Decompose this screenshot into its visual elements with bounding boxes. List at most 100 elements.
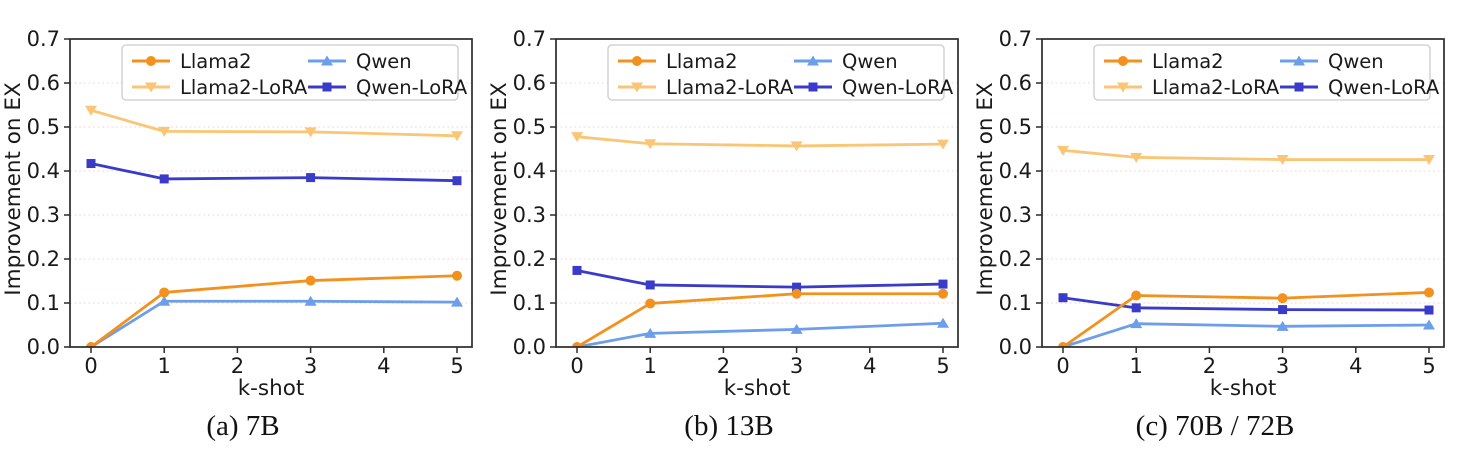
legend-label: Qwen-LoRA: [842, 76, 954, 99]
y-tick-label: 0.0: [513, 335, 546, 359]
y-axis-label: Improvement on EX: [487, 82, 512, 296]
legend-item-Llama2: Llama2: [618, 50, 738, 73]
x-axis-label: k-shot: [1210, 376, 1277, 400]
series-marker-Qwen-LoRA: [645, 280, 655, 290]
y-tick-label: 0.2: [999, 247, 1032, 271]
series-marker-Qwen: [937, 317, 949, 328]
series-marker-Qwen-LoRA: [1278, 305, 1288, 315]
series-marker-Qwen-LoRA: [306, 173, 316, 183]
y-tick-label: 0.4: [27, 159, 60, 183]
legend-marker-circle-icon: [146, 56, 156, 66]
y-tick-label: 0.4: [513, 159, 546, 183]
y-tick-label: 0.2: [27, 247, 60, 271]
y-tick-label: 0.7: [27, 27, 60, 51]
series-marker-Llama2: [645, 298, 656, 309]
series-line-Qwen-LoRA: [1061, 296, 1431, 312]
legend-box: [121, 44, 459, 101]
series-marker-Qwen-LoRA: [1424, 305, 1434, 315]
chart-70b-72b: 0 1 2 3 4 5 0.0 0.1 0.2 0.3 0.4 0.5 0.6 0.7 k-shot Impr…: [973, 27, 1445, 400]
legend-label: Qwen: [356, 50, 412, 73]
series-marker-Llama2: [1424, 287, 1434, 298]
x-tick-label: 5: [450, 354, 463, 378]
series-marker-Llama2-LoRA: [304, 127, 317, 138]
legend-item-Qwen-LoRA: Qwen-LoRA: [308, 76, 468, 99]
legend-label: Llama2-LoRA: [666, 76, 794, 99]
series-line-Llama2: [1061, 291, 1431, 347]
series-marker-Qwen: [451, 296, 463, 307]
y-axis-label: Improvement on EX: [973, 82, 998, 296]
x-tick-label: 0: [84, 354, 97, 378]
series-line-Qwen-LoRA: [89, 162, 459, 183]
series-marker-Llama2: [86, 342, 96, 347]
x-tick-label: 1: [1130, 354, 1143, 378]
x-tick-label: 3: [790, 354, 803, 378]
chart-panel-70b-72b: 0 1 2 3 4 5 0.0 0.1 0.2 0.3 0.4 0.5 0.6 0.7 k-shot Impr…: [972, 0, 1458, 467]
series-marker-Llama2: [938, 288, 948, 299]
y-tick-label: 0.6: [513, 71, 546, 95]
series-marker-Llama2-LoRA: [158, 126, 171, 137]
series-marker-Qwen: [1276, 320, 1289, 331]
series-marker-Llama2: [159, 287, 170, 298]
series-marker-Qwen: [1130, 318, 1143, 329]
legend-item-Qwen-LoRA: Qwen-LoRA: [794, 76, 954, 99]
series-marker-Llama2: [1131, 290, 1142, 301]
legend-label: Qwen: [1328, 50, 1384, 73]
legend-item-Qwen: Qwen: [1280, 50, 1384, 73]
x-tick-label: 4: [863, 354, 876, 378]
series-marker-Llama2-LoRA: [1130, 152, 1143, 163]
legend-item-Llama2: Llama2: [1104, 50, 1224, 73]
y-tick-label: 0.6: [27, 71, 60, 95]
legend-label: Qwen: [842, 50, 898, 73]
series-marker-Llama2: [452, 270, 462, 281]
legend-item-Qwen: Qwen: [308, 50, 412, 73]
series-marker-Llama2-LoRA: [1276, 155, 1289, 166]
y-tick-label: 0.4: [999, 159, 1032, 183]
series-line-Llama2: [575, 292, 945, 347]
series-marker-Qwen-LoRA: [572, 265, 582, 275]
x-axis-label: k-shot: [724, 376, 791, 400]
y-tick-label: 0.3: [999, 203, 1032, 227]
legend-marker-square-icon: [322, 82, 332, 92]
legend-marker-triangle-up-icon: [321, 55, 333, 66]
legend-item-Llama2-LoRA: Llama2-LoRA: [618, 76, 794, 99]
x-tick-label: 2: [1203, 354, 1216, 378]
legend-box: [607, 44, 945, 101]
y-axis-label: Improvement on EX: [1, 82, 26, 296]
legend-label: Llama2: [180, 50, 252, 73]
x-tick-label: 1: [158, 354, 171, 378]
series-marker-Qwen: [790, 323, 803, 334]
plot-series-group: [85, 105, 463, 347]
legend-label: Llama2-LoRA: [1152, 76, 1280, 99]
series-marker-Qwen-LoRA: [159, 174, 169, 184]
series-marker-Llama2: [1277, 293, 1288, 304]
x-tick-label: 1: [644, 354, 657, 378]
legend-marker-triangle-down-icon: [145, 82, 157, 93]
legend-marker-triangle-up-icon: [1293, 55, 1305, 66]
legend-marker-square-icon: [808, 82, 818, 92]
series-line-Llama2-LoRA: [575, 135, 945, 148]
series-marker-Llama2-LoRA: [451, 131, 463, 142]
chart-13b: 0 1 2 3 4 5 0.0 0.1 0.2 0.3 0.4 0.5 0.6 0.7 k-shot Impr…: [487, 27, 959, 400]
series-line-Llama2: [89, 274, 459, 347]
chart-panel-7b: 0 1 2 3 4 5 0.0 0.1 0.2 0.3 0.4 0.5 0.6 0.7 k-shot Impr…: [0, 0, 486, 467]
legend-marker-circle-icon: [632, 56, 642, 66]
y-tick-label: 0.2: [513, 247, 546, 271]
chart-caption-13b: (b) 13B: [684, 410, 774, 442]
legend: Llama2 Llama2-LoRA Qwen Qwen-LoRA: [607, 44, 954, 101]
legend-marker-circle-icon: [1118, 56, 1128, 66]
series-marker-Qwen-LoRA: [792, 282, 802, 292]
series-marker-Qwen: [1423, 319, 1435, 330]
series-marker-Llama2-LoRA: [1423, 155, 1435, 166]
series-line-Qwen: [1061, 322, 1431, 347]
series-marker-Qwen-LoRA: [938, 279, 948, 289]
legend-label: Llama2: [1152, 50, 1224, 73]
y-tick-label: 0.0: [27, 335, 60, 359]
legend-label: Llama2-LoRA: [180, 76, 308, 99]
x-tick-label: 5: [1422, 354, 1435, 378]
series-marker-Qwen-LoRA: [86, 159, 96, 169]
legend-item-Qwen-LoRA: Qwen-LoRA: [1280, 76, 1440, 99]
y-tick-label: 0.5: [999, 115, 1032, 139]
series-line-Llama2-LoRA: [89, 108, 459, 138]
legend-marker-triangle-down-icon: [631, 82, 643, 93]
